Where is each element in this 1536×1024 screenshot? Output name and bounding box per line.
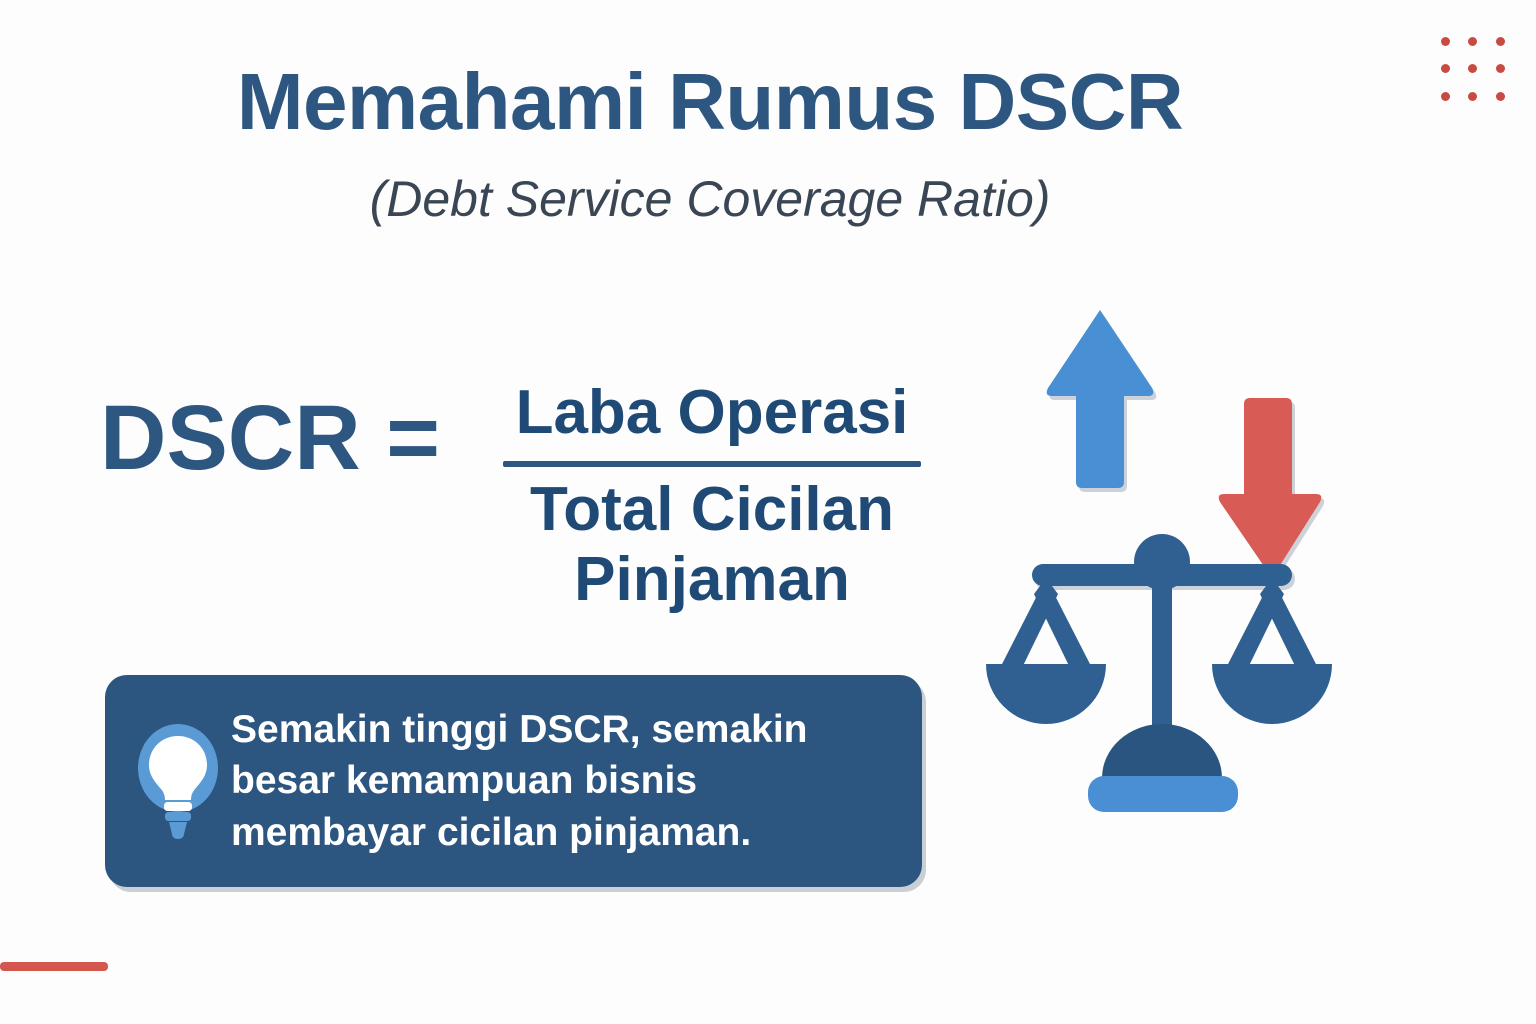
dot-cell bbox=[1459, 28, 1486, 55]
dot-cell bbox=[1432, 28, 1459, 55]
scale-column bbox=[1152, 582, 1172, 752]
page-title: Memahami Rumus DSCR bbox=[236, 57, 1184, 146]
dot-icon bbox=[1495, 37, 1505, 47]
dot-icon bbox=[1441, 91, 1451, 101]
dot-cell bbox=[1432, 83, 1459, 110]
accent-bar-decoration bbox=[0, 962, 108, 971]
down-arrow-icon bbox=[1218, 398, 1322, 578]
scale-left-pan bbox=[986, 664, 1106, 724]
page-subtitle: (Debt Service Coverage Ratio) bbox=[369, 171, 1051, 227]
formula-denominator-line2: Pinjaman bbox=[574, 544, 850, 614]
formula-fraction: Laba Operasi Total Cicilan Pinjaman bbox=[494, 380, 930, 614]
dot-cell bbox=[1487, 83, 1514, 110]
dot-icon bbox=[1495, 64, 1505, 74]
dot-cell bbox=[1487, 28, 1514, 55]
scale-pivot-knob bbox=[1134, 534, 1190, 590]
dot-cell bbox=[1459, 83, 1486, 110]
formula-left-side: DSCR = bbox=[100, 387, 440, 489]
scale-left-hanger bbox=[1000, 578, 1092, 676]
up-arrow-icon bbox=[1046, 310, 1154, 488]
dot-cell bbox=[1459, 55, 1486, 82]
dot-icon bbox=[1468, 37, 1478, 47]
scale-base-dome bbox=[1102, 724, 1222, 778]
dot-cell bbox=[1487, 55, 1514, 82]
lightbulb-icon-svg bbox=[138, 724, 218, 839]
lightbulb-icon bbox=[135, 721, 221, 841]
dot-icon bbox=[1441, 64, 1451, 74]
dscr-formula: DSCR = Laba Operasi Total Cicilan Pinjam… bbox=[100, 380, 930, 620]
dot-icon bbox=[1441, 37, 1451, 47]
scale-right-pan bbox=[1212, 664, 1332, 724]
tip-callout-box: Semakin tinggi DSCR, semakin besar kemam… bbox=[105, 675, 922, 887]
fraction-bar bbox=[503, 461, 921, 468]
dot-icon bbox=[1468, 64, 1478, 74]
scale-plinth bbox=[1088, 776, 1238, 812]
tip-callout-text: Semakin tinggi DSCR, semakin besar kemam… bbox=[231, 707, 808, 854]
dot-icon bbox=[1495, 91, 1505, 101]
dot-icon bbox=[1468, 91, 1478, 101]
dot-cell bbox=[1432, 55, 1459, 82]
formula-denominator-line1: Total Cicilan bbox=[529, 475, 894, 545]
scale-right-hanger bbox=[1226, 578, 1318, 676]
balance-scale-svg bbox=[986, 310, 1332, 812]
balance-scale-illustration bbox=[960, 300, 1380, 860]
dot-grid-decoration bbox=[1432, 28, 1514, 110]
formula-numerator: Laba Operasi bbox=[515, 378, 909, 447]
